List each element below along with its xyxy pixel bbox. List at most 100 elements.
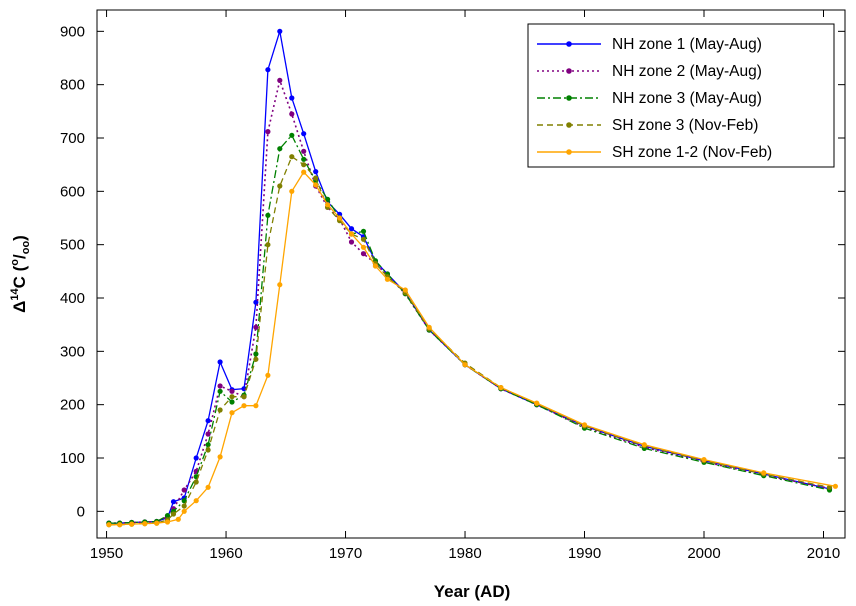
- data-point: [164, 513, 171, 519]
- legend-swatch-marker: [566, 149, 572, 155]
- data-point: [253, 324, 259, 330]
- legend-label: NH zone 2 (May-Aug): [612, 63, 762, 80]
- data-point: [229, 410, 235, 416]
- data-point: [181, 508, 187, 514]
- data-point: [181, 487, 187, 493]
- data-point: [313, 175, 319, 181]
- data-point: [217, 383, 223, 389]
- x-axis-title: Year (AD): [434, 582, 511, 601]
- data-point: [277, 28, 283, 34]
- data-point: [289, 132, 295, 138]
- legend-label: NH zone 1 (May-Aug): [612, 36, 762, 53]
- data-point: [426, 324, 432, 330]
- x-tick-label: 1970: [329, 545, 362, 562]
- y-tick-label: 900: [60, 23, 85, 40]
- series-layer: [106, 28, 839, 528]
- data-point: [360, 236, 367, 242]
- data-point: [164, 519, 171, 525]
- data-point: [265, 67, 271, 73]
- data-point: [277, 282, 283, 288]
- x-tick-label: 1980: [448, 545, 481, 562]
- data-point: [301, 162, 307, 168]
- data-point: [581, 422, 588, 428]
- axes: 1950 1960 1970 1980 1990 2000 2010 0 100 200 300 40…: [60, 10, 845, 562]
- data-point: [301, 156, 307, 162]
- y-tick-label: 500: [60, 237, 85, 254]
- data-point: [229, 399, 235, 405]
- x-tick-label: 2010: [807, 545, 840, 562]
- data-point: [253, 356, 259, 362]
- data-point: [641, 442, 647, 448]
- data-point: [106, 522, 112, 528]
- legend-entry: SH zone 1-2 (Nov-Feb): [537, 144, 772, 161]
- data-point: [117, 522, 123, 528]
- data-point: [229, 394, 235, 400]
- data-point: [348, 239, 355, 245]
- y-tick-label: 400: [60, 290, 85, 307]
- data-point: [277, 146, 283, 152]
- data-point: [205, 484, 211, 490]
- legend-swatch-marker: [566, 68, 572, 74]
- series-5: [106, 169, 839, 528]
- data-point: [193, 479, 199, 485]
- data-point: [253, 351, 259, 357]
- data-point: [229, 388, 235, 394]
- data-point: [205, 447, 211, 453]
- data-point: [265, 129, 271, 135]
- data-point: [289, 111, 295, 117]
- data-point: [193, 455, 199, 461]
- data-point: [384, 276, 390, 282]
- legend-label: SH zone 3 (Nov-Feb): [612, 117, 758, 134]
- data-point: [205, 418, 211, 424]
- data-point: [142, 521, 148, 527]
- x-tick-label: 1960: [209, 545, 242, 562]
- legend-entry: SH zone 3 (Nov-Feb): [537, 117, 758, 134]
- plot-frame: [96, 9, 846, 539]
- y-tick-label: 100: [60, 450, 85, 467]
- data-point: [205, 431, 211, 437]
- y-tick-label: 600: [60, 183, 85, 200]
- y-tick-label: 800: [60, 77, 85, 94]
- legend-label: SH zone 1-2 (Nov-Feb): [612, 144, 772, 161]
- legend: NH zone 1 (May-Aug) NH zone 2 (May-Aug) NH…: [527, 23, 835, 168]
- data-point: [360, 251, 367, 257]
- data-point: [348, 231, 355, 237]
- series-line: [108, 171, 836, 526]
- data-point: [313, 182, 319, 188]
- data-point: [325, 196, 331, 202]
- y-tick-label: 700: [60, 130, 85, 147]
- data-point: [289, 95, 295, 101]
- legend-swatch-marker: [566, 122, 572, 128]
- data-point: [154, 520, 160, 526]
- data-point: [170, 511, 177, 517]
- data-point: [289, 154, 295, 160]
- data-point: [372, 263, 378, 269]
- data-point: [360, 228, 367, 234]
- data-point: [301, 169, 307, 175]
- data-point: [253, 299, 259, 305]
- y-tick-label: 200: [60, 397, 85, 414]
- data-point: [217, 359, 223, 365]
- data-point: [181, 503, 187, 509]
- data-point: [217, 388, 223, 394]
- data-point: [265, 372, 271, 378]
- series-4: [106, 154, 833, 528]
- data-point: [193, 498, 199, 504]
- data-point: [360, 244, 367, 250]
- series-line: [108, 155, 830, 526]
- legend-entry: NH zone 3 (May-Aug): [537, 90, 762, 107]
- data-point: [325, 202, 331, 208]
- y-tick-label: 0: [77, 503, 85, 520]
- y-tick-label: 300: [60, 343, 85, 360]
- data-point: [129, 521, 135, 527]
- data-point: [277, 183, 283, 189]
- data-point: [402, 287, 408, 293]
- legend-label: NH zone 3 (May-Aug): [612, 90, 762, 107]
- x-tick-label: 1950: [90, 545, 123, 562]
- data-point: [301, 131, 307, 137]
- data-point: [265, 212, 271, 218]
- x-tick-label: 1990: [568, 545, 601, 562]
- data-point: [498, 385, 504, 391]
- data-point: [241, 394, 247, 400]
- data-point: [462, 362, 468, 368]
